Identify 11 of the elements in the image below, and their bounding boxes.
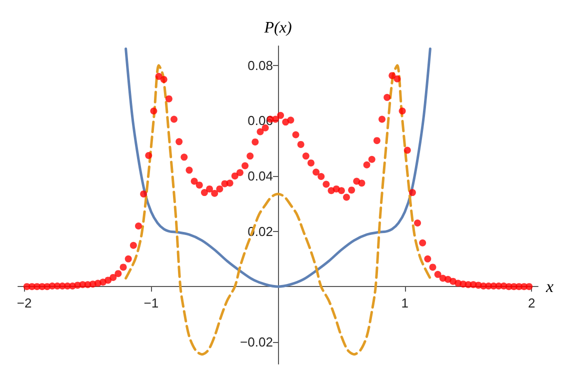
x-tick-label: −2 xyxy=(16,296,32,311)
line-series xyxy=(124,48,432,288)
x-tick-label: 1 xyxy=(401,296,408,311)
y-axis-title: P(x) xyxy=(263,20,292,36)
x-tick-label: −1 xyxy=(144,296,159,311)
y-tick-label: 0.04 xyxy=(248,168,273,184)
y-tick-label: 0.08 xyxy=(248,58,273,73)
y-tick-label: 0.06 xyxy=(248,113,273,128)
x-tick-label: 2 xyxy=(528,296,536,311)
y-tick-label: −0.02 xyxy=(240,334,273,350)
x-axis-title: x xyxy=(545,277,554,296)
